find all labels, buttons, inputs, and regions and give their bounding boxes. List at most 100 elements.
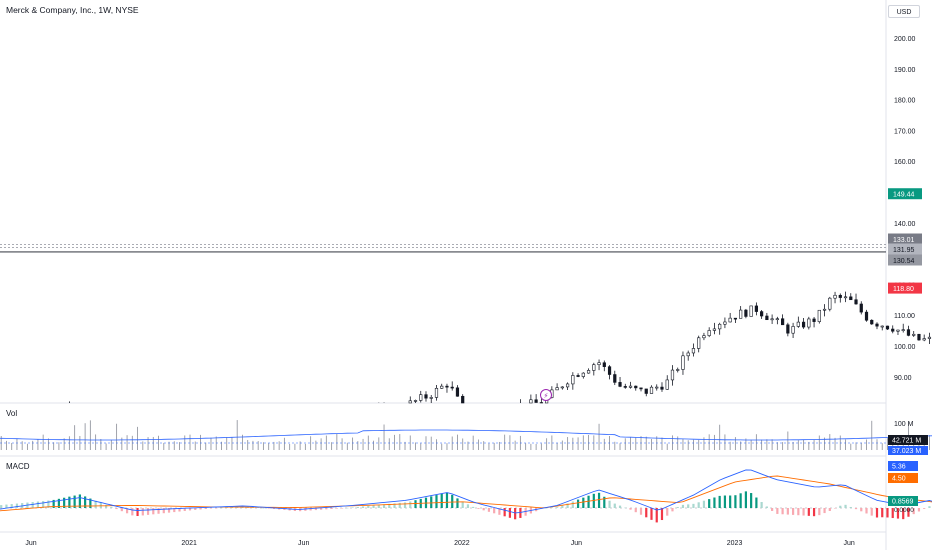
time-tick-label: Jun: [843, 540, 854, 547]
macd-histogram-bar: [891, 508, 894, 519]
macd-histogram-bar: [63, 497, 66, 508]
macd-histogram-bar: [545, 507, 548, 509]
macd-histogram-bar: [199, 508, 202, 510]
macd-histogram-bar: [141, 508, 144, 516]
candle-body: [723, 321, 727, 325]
current-price-label-bg: [888, 233, 922, 245]
target-price-label: 149.44: [893, 192, 915, 199]
macd-histogram-bar: [94, 500, 97, 508]
macd-histogram-bar: [367, 505, 370, 508]
macd-histogram-bar: [828, 508, 831, 511]
macd-histogram-bar: [52, 499, 55, 508]
macd-histogram-bar: [115, 508, 118, 510]
candle-body: [765, 315, 769, 321]
candle-body: [408, 400, 412, 404]
macd-signal-line: [0, 475, 932, 512]
macd-histogram-bar: [608, 500, 611, 508]
macd-histogram-bar: [440, 493, 443, 508]
candle-body: [849, 296, 853, 301]
macd-histogram-bar: [346, 507, 349, 509]
macd-histogram-bar: [393, 503, 396, 508]
macd-histogram-bar: [257, 507, 260, 508]
macd-histogram-bar: [823, 508, 826, 514]
macd-histogram-bar: [681, 504, 685, 508]
macd-histogram-bar: [466, 504, 470, 508]
price-tick-label: 100.00: [894, 344, 916, 351]
macd-histogram-bar: [351, 507, 354, 508]
price-tick-label: 140.00: [894, 221, 916, 228]
candle-body: [702, 335, 706, 339]
candle-body: [917, 333, 921, 341]
candle-body: [770, 318, 774, 321]
macd-histogram-bar: [566, 503, 569, 508]
candle-body: [565, 383, 570, 388]
price-levels: [0, 244, 886, 253]
macd-histogram-bar: [718, 495, 721, 508]
candle-body: [592, 364, 596, 371]
macd-histogram-bar: [361, 506, 365, 508]
current-price-label: 133.01: [893, 237, 915, 244]
macd-histogram-bar: [372, 505, 375, 508]
macd-histogram-bar: [188, 508, 192, 511]
candle-body: [744, 309, 748, 317]
macd-histogram-bar: [68, 496, 71, 508]
macd-histogram-bar: [409, 501, 412, 508]
last-close-label: 130.54: [893, 258, 915, 265]
candle-body: [676, 369, 680, 371]
candle-body: [586, 370, 591, 374]
macd-histogram-bar: [928, 506, 931, 508]
volume-last-label-bg: [888, 435, 928, 445]
candle-body: [791, 326, 795, 334]
candle-body: [434, 387, 439, 398]
volume-ma-label: 37.023 M: [892, 448, 921, 455]
macd-histogram-bar: [162, 508, 165, 514]
candle-body: [581, 372, 585, 377]
macd-histogram-bar: [461, 501, 464, 508]
macd-histogram-bar: [750, 493, 753, 508]
macd-histogram-bar: [760, 501, 763, 508]
macd-histogram-bar: [414, 500, 417, 508]
candle-body: [529, 399, 533, 404]
macd-histogram-bar: [131, 508, 134, 516]
macd-histogram-bar: [267, 508, 270, 509]
macd-histogram-bar: [220, 507, 223, 509]
time-tick-label: 2021: [181, 540, 197, 547]
candle-body: [534, 399, 538, 403]
macd-histogram-bar: [771, 508, 774, 511]
candle-body: [760, 311, 764, 317]
price-tick-label: 170.00: [894, 128, 916, 135]
currency-button[interactable]: USD: [888, 5, 920, 18]
macd-histogram-bar: [477, 508, 480, 509]
macd-histogram-bar: [634, 508, 637, 513]
candle-body: [927, 336, 932, 339]
candle-body: [607, 366, 612, 375]
candle-body: [875, 323, 879, 327]
volume-ma-label-bg: [888, 446, 928, 455]
macd-histogram-bar: [618, 505, 622, 508]
candle-body: [786, 324, 790, 334]
macd-histogram-bar: [556, 507, 559, 508]
candle-body: [896, 329, 900, 332]
candle-body: [634, 385, 638, 389]
macd-histogram-bar: [15, 503, 19, 508]
macd-histogram-bar: [10, 504, 13, 508]
price-tick-label: 200.00: [894, 36, 916, 43]
macd-histogram-bar: [42, 501, 45, 508]
macd-histogram-bar: [330, 508, 333, 509]
candle-body: [660, 386, 664, 390]
macd-histogram-bar: [57, 498, 60, 508]
candle-body: [733, 317, 738, 320]
macd-histogram-bar: [104, 504, 108, 508]
candle-body: [838, 294, 842, 298]
macd-histogram-bar: [508, 508, 512, 518]
macd-histogram-bar: [173, 508, 176, 513]
macd-histogram-bar: [451, 494, 454, 508]
candle-body: [859, 303, 863, 313]
last-close-label-bg: [888, 254, 922, 266]
price-tick-label: 160.00: [894, 159, 916, 166]
candle-body: [880, 325, 884, 328]
candle-body: [613, 374, 617, 383]
macd-histogram-bar: [729, 495, 732, 508]
macd-histogram-bar: [209, 508, 213, 509]
